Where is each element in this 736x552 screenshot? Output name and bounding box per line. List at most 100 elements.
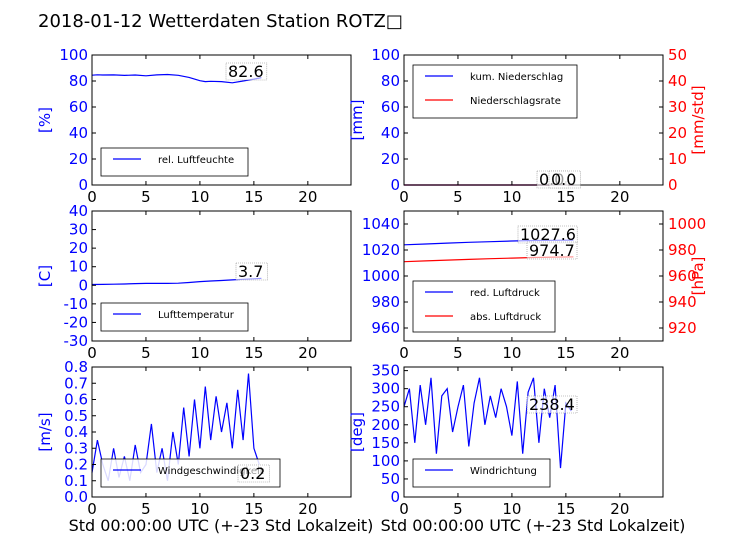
y-tick-label: 60 [381, 98, 400, 116]
y-right-tick-label: 10 [668, 150, 687, 168]
y-tick-label: 150 [371, 434, 400, 452]
y-tick-label: 350 [371, 362, 400, 380]
legend-entry: red. Luftdruck [470, 288, 540, 299]
y-right-tick-label: 960 [668, 267, 697, 285]
legend-entry: Windgeschwindigkeit [158, 466, 264, 477]
y-axis-label: [C] [36, 265, 54, 287]
x-tick-label: 0 [399, 500, 409, 518]
x-tick-label: 5 [141, 500, 151, 518]
legend-entry: rel. Luftfeuchte [158, 155, 234, 166]
x-tick-label: 15 [556, 188, 575, 206]
legend-entry: Lufttemperatur [158, 310, 235, 321]
y-axis-label: [m/s] [36, 412, 54, 451]
y-tick-label: 50 [381, 470, 400, 488]
x-tick-label: 15 [556, 344, 575, 362]
x-tick-label: 0 [399, 188, 409, 206]
x-tick-label: 10 [190, 188, 209, 206]
value-annotation-box [526, 395, 578, 414]
value-annotation: 0.2 [240, 464, 265, 483]
y-axis-label: [mm] [348, 100, 366, 141]
value-annotation-box [517, 225, 578, 244]
y-axis-label: [%] [36, 107, 54, 133]
y-tick-label: 40 [69, 202, 88, 220]
legend: kum. Niederschlag Niederschlagsrate [412, 64, 578, 119]
y-tick-label: 0.6 [64, 391, 88, 409]
y-tick-label: 980 [371, 293, 400, 311]
y-right-tick-label: 40 [668, 72, 687, 90]
x-tick-label: 10 [502, 500, 521, 518]
series-line-rel-luftfeuchte [91, 73, 262, 84]
legend: red. Luftdruck abs. Luftdruck [412, 280, 556, 333]
x-tick-label: 20 [298, 344, 317, 362]
x-tick-label: 20 [298, 500, 317, 518]
y-tick-label: 0.8 [64, 358, 88, 376]
y-tick-label: 300 [371, 380, 400, 398]
legend: rel. Luftfeuchte [100, 147, 249, 177]
y-tick-label: 60 [69, 98, 88, 116]
figure-title: 2018-01-12 Wetterdaten Station ROTZ□ [38, 11, 403, 32]
x-axis-label-right: Std 00:00:00 UTC (+-23 Std Lokalzeit) [381, 516, 686, 535]
x-tick-label: 5 [141, 188, 151, 206]
y-tick-label: 20 [69, 150, 88, 168]
legend-box [100, 302, 249, 332]
chart-panel-feuchte: 0 5 10 15 20 0 20 40 60 80 100 [%] rel. Luftfeuchte 8… [36, 46, 352, 206]
x-tick-label: 5 [453, 344, 463, 362]
y-tick-label: 1040 [362, 215, 400, 233]
y-tick-label: 0 [78, 176, 88, 194]
x-tick-label: 20 [298, 188, 317, 206]
y-tick-label: 100 [371, 46, 400, 64]
y-tick-label: 100 [371, 452, 400, 470]
x-tick-label: 15 [244, 188, 263, 206]
y-tick-label: 20 [69, 239, 88, 257]
value-annotation-box [235, 262, 268, 281]
x-tick-label: 20 [610, 344, 629, 362]
y-tick-label: 40 [381, 124, 400, 142]
legend-entry: abs. Luftdruck [470, 312, 541, 323]
y-tick-label: -10 [64, 295, 89, 313]
x-tick-label: 10 [190, 500, 209, 518]
y-tick-label: 1020 [362, 241, 400, 259]
value-annotation: 1027.6 [520, 225, 576, 244]
series-line-windrichtung [403, 377, 572, 469]
x-tick-label: 5 [141, 344, 151, 362]
value-annotation-box [225, 62, 268, 81]
y-tick-label: -30 [64, 332, 89, 350]
y-tick-label: 0.7 [64, 374, 88, 392]
y-tick-label: 40 [69, 124, 88, 142]
plot-frame [403, 54, 664, 186]
plot-frame [91, 54, 352, 186]
x-tick-label: 15 [244, 344, 263, 362]
chart-panel-wind: 0 5 10 15 200.00.10.20.30.40.50.60.70.8[m/s]… [36, 358, 352, 518]
x-tick-label: 20 [610, 500, 629, 518]
y-right-tick-label: 940 [668, 293, 697, 311]
chart-panel-luftdruck: 0 5 10 15 20 960 980 1000 1020 1040 920 940 960 980 10… [362, 210, 707, 362]
legend-entry: kum. Niederschlag [470, 72, 563, 83]
x-tick-label: 0 [87, 188, 97, 206]
chart-panel-niederschlag: 0 5 10 15 20 0 20 40 60 80 100 0 10 20 30 40 50 [mm] [mm/s… [348, 46, 707, 206]
y-tick-label: 960 [371, 319, 400, 337]
value-annotation: 82.6 [228, 62, 264, 81]
legend-box [100, 147, 249, 177]
y-right-tick-label: 980 [668, 241, 697, 259]
x-tick-label: 20 [610, 188, 629, 206]
legend-entry: Windrichtung [470, 466, 537, 477]
y-tick-label: -20 [64, 313, 89, 331]
y-right-tick-label: 50 [668, 46, 687, 64]
y-axis-label: [deg] [348, 412, 366, 452]
x-tick-label: 0 [87, 500, 97, 518]
y-right-tick-label: 1000 [668, 215, 706, 233]
value-annotation: 238.4 [529, 395, 575, 414]
y-tick-label: 30 [69, 221, 88, 239]
x-tick-label: 10 [502, 344, 521, 362]
y-tick-label: 0 [78, 276, 88, 294]
value-annotation: 974.7 [529, 241, 575, 260]
y-axis-label-right: [mm/std] [689, 85, 707, 154]
x-tick-label: 10 [502, 188, 521, 206]
legend-box [412, 458, 551, 488]
y-right-tick-label: 20 [668, 124, 687, 142]
x-tick-label: 5 [453, 500, 463, 518]
x-tick-label: 10 [190, 344, 209, 362]
value-annotation: 3.7 [238, 262, 263, 281]
